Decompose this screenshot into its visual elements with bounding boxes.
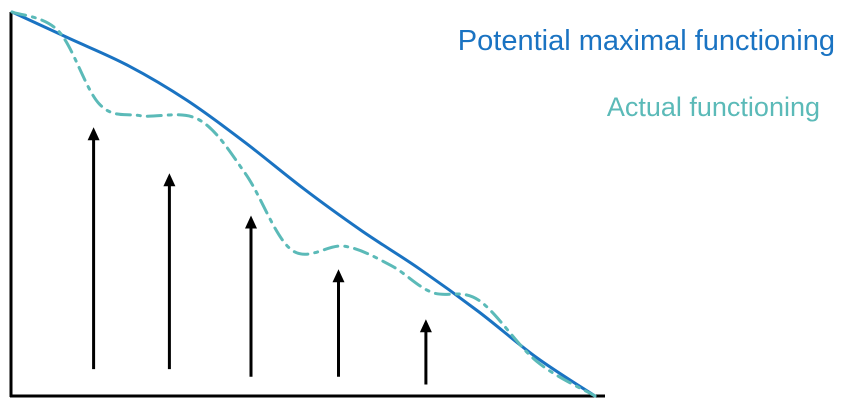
- arrow-3: [245, 215, 257, 377]
- arrow-head: [332, 269, 345, 283]
- arrow-4: [332, 269, 345, 377]
- axes: [9, 12, 605, 398]
- arrow-head: [87, 127, 100, 141]
- series-line-potential: [10, 10, 597, 398]
- arrow-5: [419, 319, 432, 385]
- arrow-head: [245, 215, 257, 229]
- legend: Potential maximal functioning Actual fun…: [458, 25, 835, 122]
- arrow-layer: [87, 127, 432, 385]
- legend-label-actual: Actual functioning: [607, 92, 820, 122]
- arrow-1: [87, 127, 100, 370]
- arrow-2: [163, 173, 176, 370]
- arrow-head: [419, 319, 432, 333]
- series-line-actual: [10, 10, 597, 398]
- legend-label-potential: Potential maximal functioning: [458, 25, 835, 57]
- arrow-head: [163, 173, 176, 187]
- series-layer: [10, 10, 597, 398]
